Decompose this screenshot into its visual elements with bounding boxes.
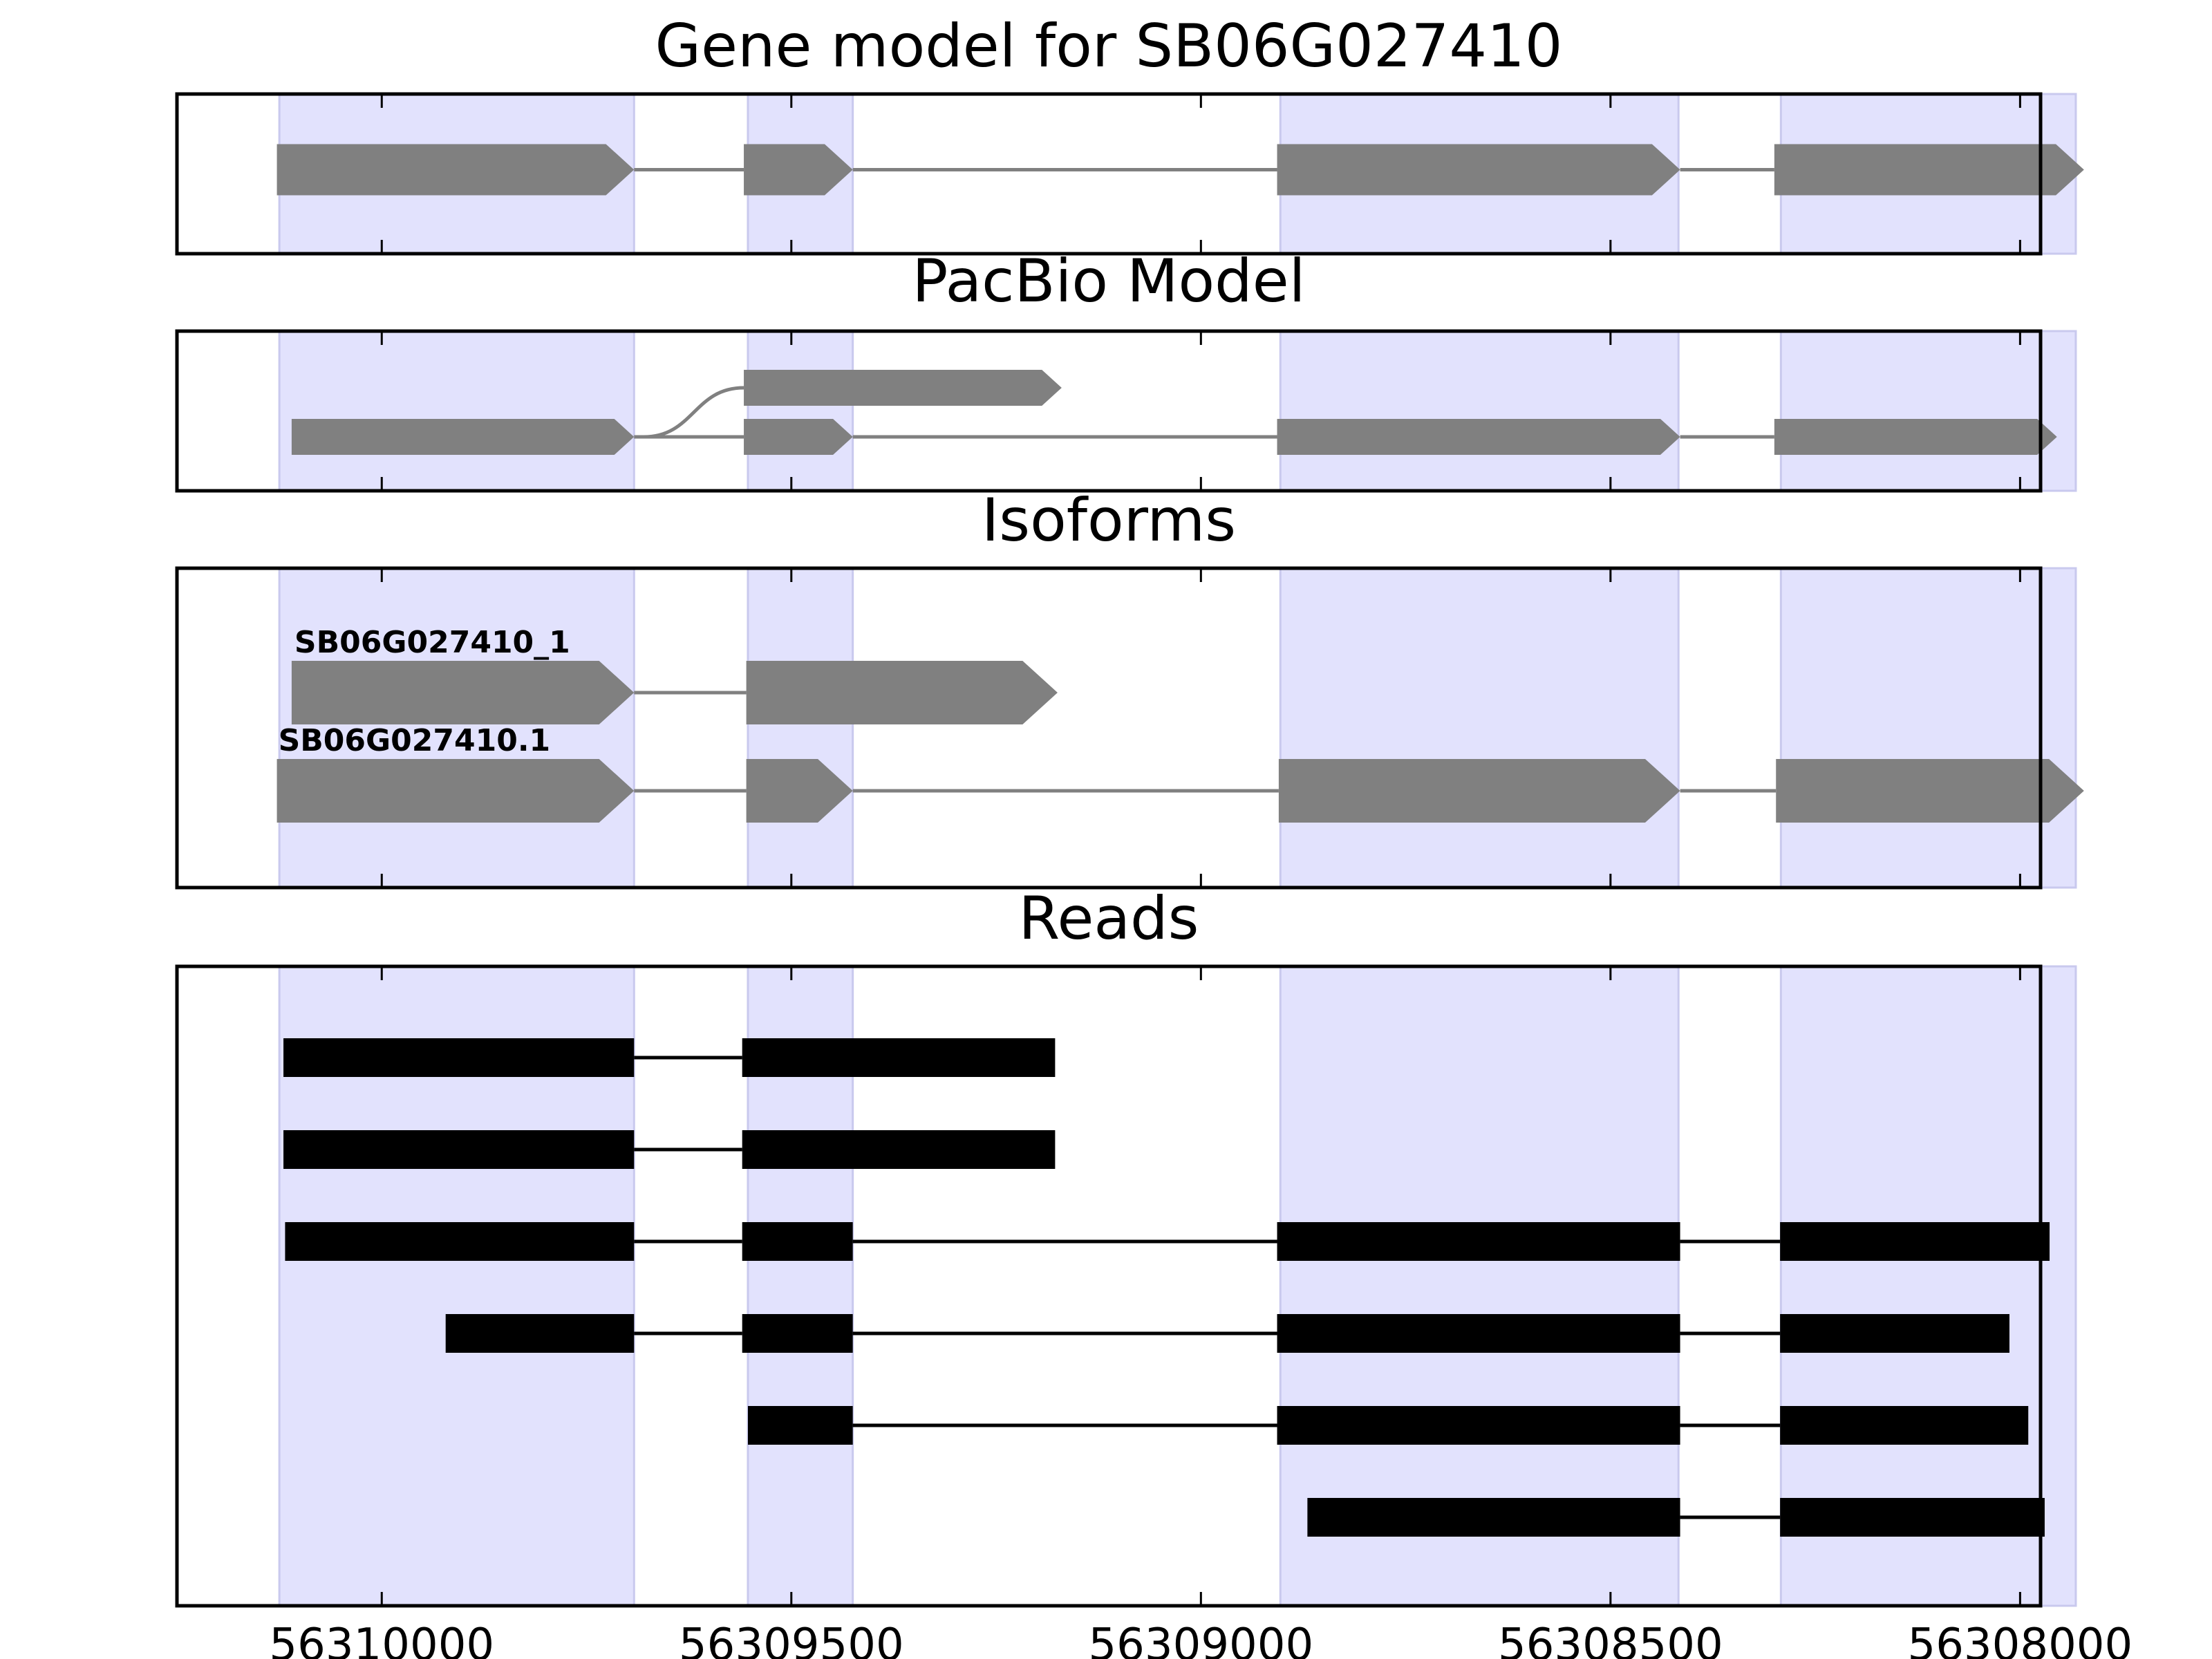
transcript-model [644,370,1062,439]
panel-frame [175,964,2043,1608]
panel-title: Isoforms [982,486,1236,555]
isoform-label: SB06G027410.1 [279,723,551,758]
read-block [1277,1406,1680,1445]
exon-arrow [1776,759,2084,823]
read-block [1780,1314,2009,1353]
read-block [1780,1222,2050,1261]
read-block [283,1038,635,1077]
read-block [1277,1222,1680,1261]
exon-arrow [744,144,853,196]
exon-arrow [744,370,1062,406]
panel-gene-model: Gene model for SB06G027410 [175,12,2084,256]
read-block [742,1038,1056,1077]
read-block [742,1314,853,1353]
x-tick-label: 56308500 [1498,1620,1723,1659]
panel-title: Reads [1019,884,1199,953]
panel-frame [175,329,2043,493]
panel-reads: Reads [175,884,2077,1608]
exon-arrow [276,759,635,823]
exon-shade-region [747,567,854,889]
x-tick-label: 56310000 [269,1620,494,1659]
exon-arrow [746,661,1058,724]
read-track [283,1038,1056,1077]
exon-shade-region [1279,330,1680,492]
exon-arrow [1277,419,1680,455]
exon-arrow [744,419,853,455]
x-axis: 56310000 56309500 56309000 56308500 56308000 [269,1620,2133,1659]
panels-layer: Gene model for SB06G027410 PacBio Model Is… [175,12,2084,1608]
read-track [285,1222,2050,1261]
exon-arrow [1278,759,1680,823]
exon-arrow [1774,144,2084,196]
exon-arrow [1277,144,1680,196]
read-block [445,1314,635,1353]
read-track [747,1406,2029,1445]
exon-arrow [276,144,635,196]
exon-shade-region [1779,330,2077,492]
transcript-model: SB06G027410.1 [276,723,2084,823]
panel-isoforms: Isoforms SB06G027410_1 SB06G027410.1 [175,486,2084,890]
exon-arrow [746,759,853,823]
read-track [445,1314,2009,1353]
transcript-model: SB06G027410_1 [291,625,1058,724]
read-block [1307,1498,1680,1537]
exon-arrow [291,661,635,724]
read-block [747,1406,853,1445]
read-block [285,1222,635,1261]
transcript-model [276,144,2084,196]
exon-arrow [291,419,635,455]
x-tick-label: 56309000 [1088,1620,1313,1659]
x-tick-label: 56308000 [1907,1620,2133,1659]
panel-frame [175,92,2043,256]
read-block [742,1222,853,1261]
exon-shade-region [1779,567,2077,889]
panel-title: PacBio Model [912,247,1305,316]
read-block [1277,1314,1680,1353]
panel-frame [175,566,2043,890]
read-track [1307,1498,2045,1537]
read-block [1780,1498,2045,1537]
transcript-model [291,419,2057,455]
exon-arrow [1774,419,2057,455]
isoform-label: SB06G027410_1 [294,625,570,660]
x-tick-label: 56309500 [679,1620,904,1659]
exon-shade-region [278,330,635,492]
read-block [283,1130,635,1169]
panel-title: Gene model for SB06G027410 [655,12,1563,81]
exon-shade-region [278,567,635,889]
panel-pacbio-model: PacBio Model [175,247,2077,493]
exon-shade-region [1279,567,1680,889]
read-block [742,1130,1056,1169]
read-track [283,1130,1056,1169]
read-block [1780,1406,2029,1445]
branch-connector [644,386,744,439]
exon-shade-region [747,330,854,492]
